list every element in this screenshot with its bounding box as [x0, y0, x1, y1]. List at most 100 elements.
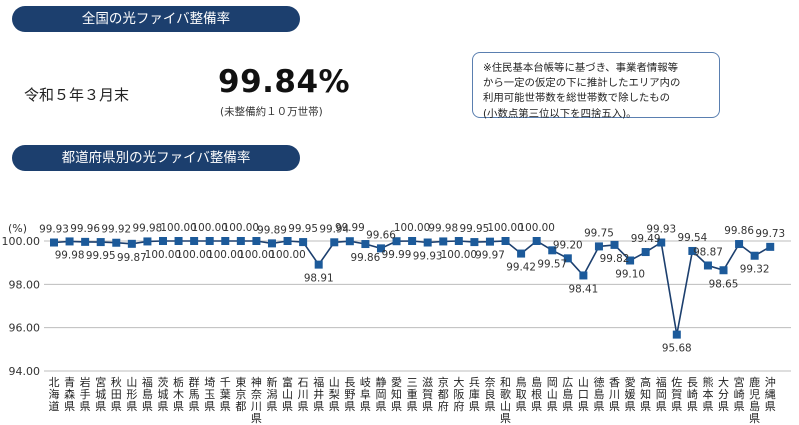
- y-tick-label: 98.00: [9, 278, 41, 291]
- data-label: 95.68: [662, 343, 692, 355]
- data-label: 99.95: [460, 223, 490, 235]
- x-tick-label: 福井県: [313, 375, 324, 413]
- x-tick-label: 福岡県: [656, 375, 667, 413]
- data-label: 99.95: [86, 250, 116, 262]
- x-tick-label: 長野県: [344, 376, 355, 413]
- x-tick-label: 三重県: [407, 376, 418, 413]
- data-point: [766, 242, 775, 251]
- data-point: [735, 240, 744, 249]
- data-label: 100.00: [487, 222, 523, 234]
- data-label: 99.82: [600, 253, 630, 265]
- y-tick-label: 96.00: [9, 322, 41, 335]
- data-point: [594, 242, 603, 251]
- data-point: [345, 237, 354, 246]
- x-tick-label: 香川県: [609, 376, 620, 413]
- x-tick-label: 島根県: [531, 375, 542, 413]
- data-point: [563, 254, 572, 263]
- data-point: [719, 266, 728, 275]
- as-of-date: 令和５年３月末: [24, 86, 130, 104]
- data-label: 100.00: [176, 249, 212, 261]
- x-tick-label: 千葉県: [220, 376, 231, 413]
- y-tick-label: 94.00: [9, 365, 41, 378]
- data-label: 99.98: [133, 222, 163, 234]
- note-line: (小数点第三位以下を四捨五入)。: [483, 107, 637, 120]
- data-label: 100.00: [394, 222, 430, 234]
- method-note: ※住民基本台帳等に基づき、事業者情報等 から一定の仮定の下に推計したエリア内の …: [472, 52, 720, 120]
- data-label: 99.73: [755, 228, 785, 240]
- data-point: [267, 239, 276, 248]
- data-label: 99.92: [101, 224, 131, 236]
- data-label: 99.57: [537, 258, 567, 270]
- data-point: [81, 237, 90, 246]
- data-point: [314, 260, 323, 269]
- data-label: 99.99: [335, 222, 365, 234]
- data-point: [112, 238, 121, 247]
- data-label: 99.95: [288, 223, 318, 235]
- page-title: 全国の光ファイバ整備率: [12, 6, 300, 32]
- data-point: [548, 246, 557, 255]
- x-tick-label: 宮城県: [95, 375, 106, 413]
- x-tick-label: 広島県: [562, 376, 573, 413]
- data-label: 99.32: [740, 264, 770, 276]
- data-point: [252, 237, 261, 245]
- x-tick-label: 滋賀県: [422, 376, 433, 413]
- data-label: 99.98: [55, 249, 85, 261]
- data-label: 100.00: [269, 249, 305, 261]
- data-point: [236, 237, 245, 245]
- y-tick-label: 100.00: [2, 235, 41, 248]
- note-line: ※住民基本台帳等に基づき、事業者情報等: [483, 62, 679, 74]
- data-point: [376, 244, 385, 253]
- national-rate: 99.84%: [218, 64, 351, 100]
- data-point: [750, 251, 759, 260]
- data-point: [50, 238, 58, 247]
- data-label: 98.41: [569, 283, 599, 295]
- data-point: [205, 237, 214, 245]
- x-tick-label: 兵庫県: [469, 376, 480, 413]
- x-tick-label: 山口県: [578, 376, 589, 413]
- data-point: [454, 237, 463, 245]
- data-point: [221, 237, 230, 245]
- x-tick-label: 奈良県: [484, 375, 495, 413]
- data-point: [299, 238, 308, 247]
- data-label: 99.94: [319, 223, 349, 235]
- x-tick-label: 愛知県: [391, 376, 402, 413]
- data-label: 99.54: [677, 232, 707, 244]
- data-label: 99.97: [475, 250, 505, 262]
- x-tick-label: 岩手県: [80, 375, 91, 413]
- note-line: から一定の仮定の下に推計したエリア内の: [483, 77, 681, 90]
- data-label: 99.93: [413, 251, 443, 263]
- data-point: [158, 237, 167, 245]
- data-label: 99.89: [257, 224, 287, 236]
- data-point: [190, 237, 199, 245]
- data-point: [408, 237, 417, 245]
- data-point: [65, 237, 74, 246]
- data-point: [688, 246, 697, 255]
- data-label: 99.75: [584, 227, 614, 239]
- chart-title: 都道府県別の光ファイバ整備率: [12, 145, 300, 171]
- x-tick-label: 静岡県: [375, 375, 386, 413]
- data-label: 99.20: [553, 239, 583, 251]
- data-point: [96, 238, 105, 247]
- x-tick-label: 栃木県: [173, 375, 184, 413]
- x-tick-label: 鳥取県: [516, 375, 527, 413]
- data-label: 99.99: [382, 249, 412, 261]
- data-label: 100.00: [518, 222, 554, 234]
- data-point: [330, 238, 339, 247]
- data-label: 100.00: [223, 222, 259, 234]
- data-label: 100.00: [207, 249, 243, 261]
- data-label: 99.96: [70, 223, 100, 235]
- x-tick-label: 岡山県: [547, 376, 558, 413]
- data-label: 100.00: [160, 222, 196, 234]
- data-point: [641, 248, 650, 257]
- data-point: [485, 237, 494, 246]
- data-point: [626, 256, 635, 265]
- data-label: 99.86: [724, 225, 754, 237]
- x-tick-label: 沖縄県: [765, 376, 776, 413]
- x-tick-label: 茨城県: [157, 375, 168, 413]
- x-tick-label: 高知県: [640, 375, 651, 413]
- data-point: [579, 271, 588, 280]
- data-point: [517, 249, 526, 258]
- data-label: 99.86: [351, 252, 381, 264]
- x-tick-label: 石川県: [298, 376, 309, 413]
